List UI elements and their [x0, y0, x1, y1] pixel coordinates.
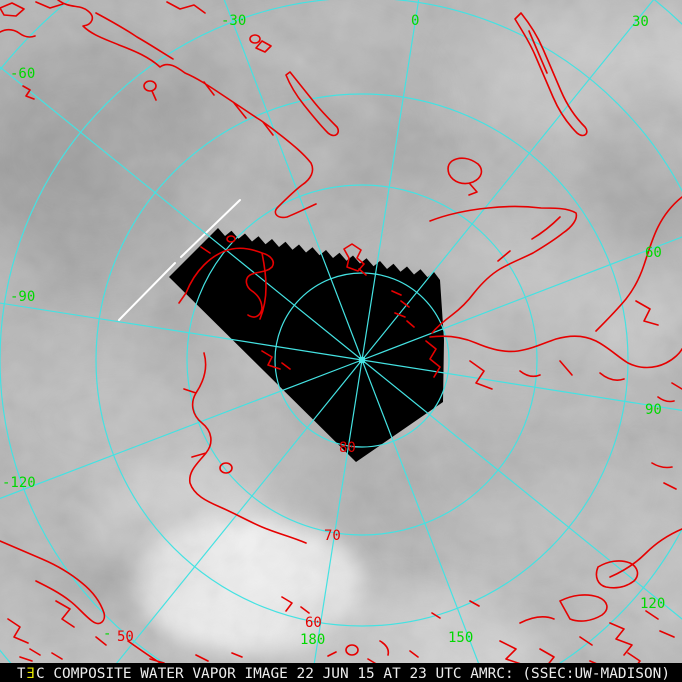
lon-label-120: 120 — [640, 596, 665, 612]
lon-label-m60: -60 — [10, 66, 35, 82]
pole-point — [359, 357, 365, 363]
meridian-m30 — [223, 0, 363, 361]
caption-text: C COMPOSITE WATER VAPOR IMAGE 22 JUN 15 … — [36, 666, 670, 682]
meridian-0 — [361, 0, 420, 361]
caption-accent-char: Ǝ — [26, 666, 34, 682]
coast-top-left-corner — [0, 1, 157, 101]
latitude-circle-60 — [95, 93, 629, 627]
lat-label-50: 50 — [117, 629, 134, 645]
lon-label-180: 180 — [300, 632, 325, 648]
meridian-150 — [361, 359, 487, 682]
missing-data-polygon — [169, 228, 444, 462]
meridian-120 — [361, 359, 682, 620]
lon-label-m90: -90 — [10, 289, 35, 305]
lat-label-60: 60 — [305, 615, 322, 631]
lon-label-m120: -120 — [2, 475, 36, 491]
caption-station-char: T — [17, 666, 26, 682]
lon-label-30: 30 — [632, 14, 649, 30]
coast-bottom-left — [0, 540, 243, 682]
lon-label-150: 150 — [448, 630, 473, 646]
coast-novaya-zemlya — [514, 12, 588, 137]
contrail-segment — [118, 262, 176, 321]
coast-greenland — [178, 235, 310, 614]
lon-label-m150-dash: - — [103, 626, 111, 642]
meridian-90 — [361, 359, 682, 411]
latitude-circle-80 — [274, 272, 450, 448]
meridian-180 — [310, 359, 363, 682]
contrail-segment — [180, 199, 241, 258]
meridian-m60 — [0, 66, 363, 361]
caption-bar: T Ǝ C COMPOSITE WATER VAPOR IMAGE 22 JUN… — [0, 663, 682, 682]
meridian-m90 — [0, 302, 363, 361]
lat-label-70: 70 — [324, 528, 341, 544]
caption-background — [0, 663, 682, 682]
lon-label-60: 60 — [645, 245, 662, 261]
latitude-circle-70 — [186, 184, 538, 536]
lon-label-90: 90 — [645, 402, 662, 418]
coast-scandinavia — [57, 0, 340, 219]
meridian-m120 — [0, 359, 363, 500]
coast-arctic-islands — [343, 157, 483, 378]
lon-label-m30: -30 — [221, 13, 246, 29]
coast-siberia — [429, 196, 682, 403]
lat-label-80: 80 — [339, 440, 356, 456]
meridian-m150 — [100, 359, 363, 682]
meridian-60 — [361, 236, 682, 361]
lon-label-0: 0 — [411, 13, 419, 29]
meridian-30 — [361, 0, 655, 361]
contrail-line — [118, 199, 241, 321]
latitude-labels: 80 70 60 50 — [117, 440, 356, 645]
longitude-labels: 0 30 60 90 120 150 180 -30 -60 -90 -120 … — [2, 13, 665, 648]
